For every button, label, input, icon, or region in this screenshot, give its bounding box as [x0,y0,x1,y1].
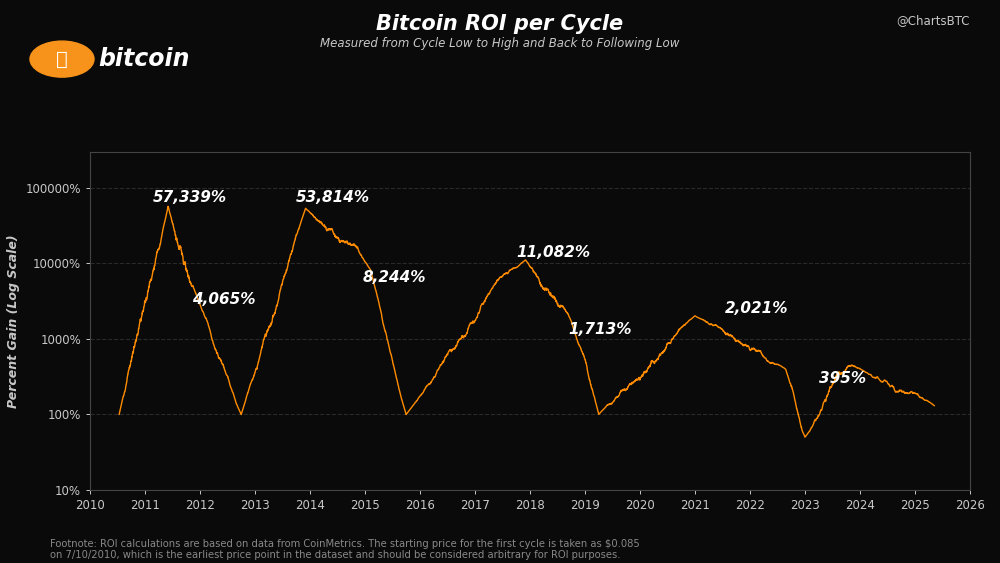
Text: 53,814%: 53,814% [296,190,370,205]
Text: 1,713%: 1,713% [568,321,632,337]
Text: Bitcoin ROI per Cycle: Bitcoin ROI per Cycle [376,14,624,34]
Text: 2,021%: 2,021% [725,301,789,316]
Text: 8,244%: 8,244% [362,270,426,285]
Y-axis label: Percent Gain (Log Scale): Percent Gain (Log Scale) [7,234,20,408]
Text: 4,065%: 4,065% [192,292,255,307]
Text: 11,082%: 11,082% [516,245,590,260]
Text: 395%: 395% [819,371,866,386]
Text: bitcoin: bitcoin [98,47,190,71]
Text: Measured from Cycle Low to High and Back to Following Low: Measured from Cycle Low to High and Back… [320,37,680,50]
Text: ₿: ₿ [56,50,68,69]
Text: 57,339%: 57,339% [153,190,227,205]
Text: @ChartsBTC: @ChartsBTC [896,14,970,27]
Text: Footnote: ROI calculations are based on data from CoinMetrics. The starting pric: Footnote: ROI calculations are based on … [50,539,640,560]
